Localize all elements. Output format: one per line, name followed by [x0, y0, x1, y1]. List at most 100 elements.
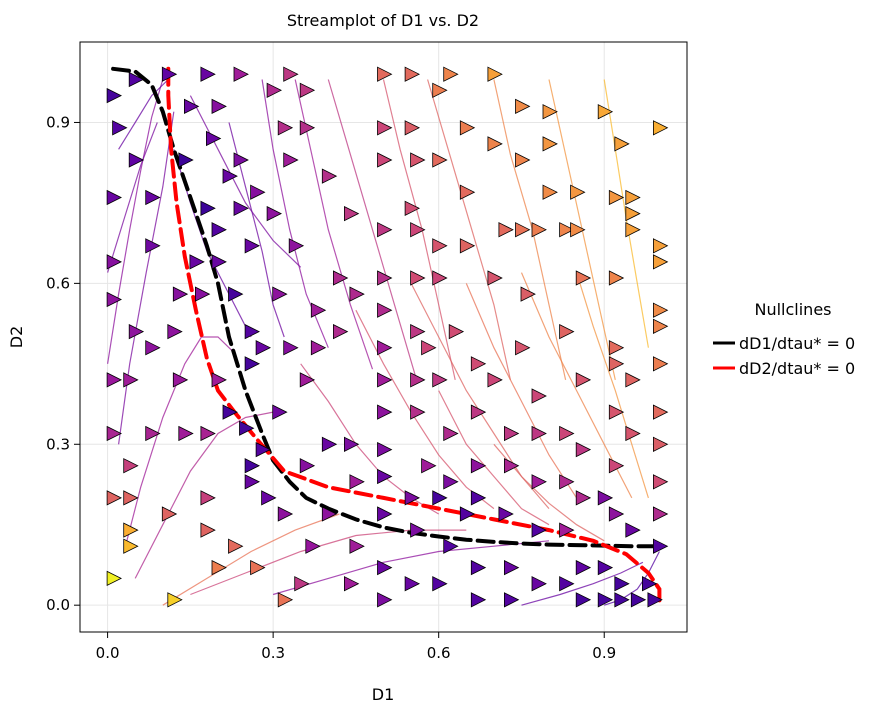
flow-arrow	[432, 490, 448, 506]
plot-background	[80, 42, 687, 632]
flow-arrow	[343, 205, 360, 222]
legend-title: Nullclines	[754, 300, 831, 319]
flow-arrow	[653, 302, 669, 318]
flow-arrow	[377, 270, 393, 286]
streamline	[272, 540, 550, 596]
flow-arrow	[244, 356, 260, 372]
flow-arrow	[404, 200, 420, 216]
flow-arrow	[410, 372, 426, 388]
flow-arrow	[531, 522, 547, 538]
flow-arrow	[377, 66, 393, 82]
flow-arrow	[443, 425, 459, 442]
flow-arrow	[200, 425, 216, 442]
flow-arrow	[653, 356, 669, 372]
flow-arrow	[261, 490, 277, 506]
flow-arrow	[404, 120, 420, 136]
flow-arrow	[608, 356, 625, 372]
flow-arrow	[299, 82, 316, 98]
flow-arrow	[377, 404, 393, 420]
flow-arrow	[559, 323, 575, 340]
flow-arrow	[410, 270, 426, 286]
flow-arrow	[642, 576, 658, 592]
flow-arrow	[272, 404, 288, 420]
flow-arrow	[106, 425, 122, 442]
flow-arrow	[222, 404, 238, 420]
x-axis-label: D1	[372, 685, 395, 704]
flow-arrow	[233, 200, 249, 216]
flow-arrow	[255, 340, 271, 356]
flow-arrow	[200, 490, 216, 506]
flow-arrow	[211, 98, 227, 115]
flow-arrow	[487, 372, 503, 388]
flow-arrow	[625, 372, 641, 388]
flow-arrow	[625, 222, 641, 238]
flow-arrow	[432, 82, 448, 98]
flow-arrow	[283, 66, 299, 82]
flow-arrow	[145, 189, 161, 206]
flow-arrow	[503, 458, 520, 474]
flow-arrow	[608, 340, 625, 356]
flow-arrow	[653, 318, 669, 334]
flow-arrow	[570, 184, 586, 200]
x-tick-label: 0.3	[261, 644, 285, 662]
flow-arrow	[244, 474, 260, 490]
flow-arrow	[377, 372, 393, 388]
streamline	[189, 95, 302, 268]
flow-arrow	[178, 425, 194, 442]
flow-arrow	[487, 270, 503, 286]
flow-arrow	[377, 152, 393, 168]
flow-arrow	[410, 152, 426, 168]
streamline	[327, 79, 418, 381]
flow-arrow	[432, 238, 448, 254]
streamline	[123, 336, 235, 552]
streamline	[107, 79, 164, 364]
streamline	[162, 513, 340, 606]
flow-arrow	[189, 254, 205, 270]
flow-arrow	[145, 340, 161, 356]
flow-arrow	[520, 286, 536, 302]
flow-arrow	[288, 238, 305, 254]
flow-arrow	[377, 441, 393, 458]
flow-arrow	[200, 522, 216, 538]
flow-arrow	[503, 559, 520, 576]
flow-arrow	[575, 592, 592, 608]
flow-arrow	[470, 490, 487, 506]
flow-arrow	[106, 570, 122, 587]
flow-arrow	[244, 238, 260, 254]
flow-arrow	[233, 66, 249, 82]
flow-arrow	[343, 436, 360, 452]
flow-arrow	[630, 592, 647, 608]
flow-arrow	[575, 372, 592, 388]
flow-arrow	[614, 576, 630, 592]
flow-arrow	[123, 522, 139, 538]
flow-arrow	[559, 474, 575, 490]
y-tick-label: 0.6	[46, 274, 70, 292]
flow-arrow	[531, 576, 547, 592]
flow-arrow	[377, 506, 393, 522]
flow-arrow	[575, 270, 592, 286]
flow-arrow	[349, 286, 365, 302]
flow-arrow	[443, 474, 459, 490]
flow-arrow	[653, 238, 669, 254]
flow-arrow	[377, 222, 393, 238]
flow-arrow	[470, 404, 487, 420]
flow-arrow	[515, 222, 531, 238]
flow-arrow	[531, 388, 547, 404]
flow-arrow	[294, 576, 310, 592]
flow-arrow	[377, 468, 393, 485]
flow-arrow	[222, 168, 238, 184]
flow-arrow	[432, 270, 448, 286]
streamline	[107, 122, 158, 273]
arrows-layer	[106, 66, 669, 608]
flow-arrow	[597, 559, 614, 576]
flow-arrow	[542, 136, 558, 152]
flow-arrow	[559, 522, 575, 538]
chart-title: Streamplot of D1 vs. D2	[287, 11, 479, 30]
flow-arrow	[470, 592, 487, 608]
flow-arrow	[459, 506, 476, 522]
flow-arrow	[432, 152, 448, 168]
flow-arrow	[470, 559, 487, 576]
flow-arrow	[487, 66, 503, 82]
flow-arrow	[653, 436, 669, 452]
